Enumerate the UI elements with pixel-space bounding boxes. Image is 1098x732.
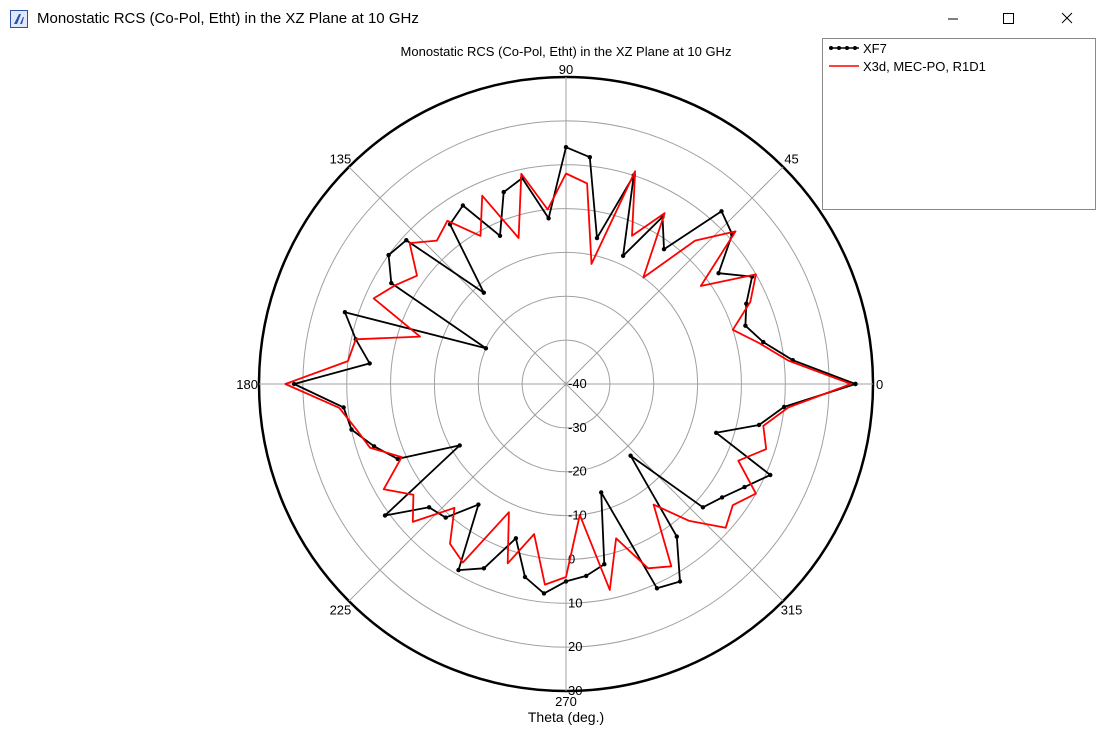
- series-0-point-14: [587, 155, 592, 160]
- close-button[interactable]: [1044, 0, 1090, 38]
- grid-spoke-315: [565, 383, 784, 602]
- series-0-point-38: [443, 515, 448, 520]
- radial-tick-label-7: 30: [568, 683, 582, 698]
- maximize-button[interactable]: [985, 0, 1031, 38]
- angle-tick-label-315: 315: [781, 603, 803, 618]
- series-0-point-27: [342, 310, 348, 315]
- series-0-point-2: [761, 339, 766, 345]
- series-0-point-9: [661, 247, 667, 252]
- series-0-point-59: [781, 404, 787, 410]
- series-0-point-11: [620, 253, 626, 258]
- series-0-point-26: [483, 346, 489, 351]
- legend-item-xf7: XF7: [827, 41, 1087, 57]
- series-0-point-39: [476, 502, 481, 507]
- series-0-point-31: [341, 405, 346, 410]
- series-0-point-6: [716, 271, 721, 276]
- series-0-point-3: [743, 323, 748, 328]
- series-0-point-40: [456, 567, 461, 573]
- series-0-point-18: [501, 189, 506, 195]
- series-0-point-20: [460, 203, 466, 208]
- series-0-point-36: [382, 513, 388, 518]
- series-0-point-41: [481, 566, 487, 571]
- series-0-point-15: [563, 145, 569, 150]
- series-0-point-4: [744, 301, 749, 306]
- series-0-point-49: [654, 586, 660, 591]
- legend-swatch-x3d: [829, 65, 859, 67]
- grid-spoke-45: [565, 166, 784, 385]
- angle-tick-label-135: 135: [330, 151, 352, 166]
- grid-spoke-225: [348, 383, 567, 602]
- x-axis-label: Theta (deg.): [527, 709, 605, 725]
- angle-tick-label-180: 180: [236, 377, 258, 392]
- window-title: Monostatic RCS (Co-Pol, Etht) in the XZ …: [37, 10, 419, 27]
- series-0-point-48: [599, 490, 604, 495]
- minimize-icon: [948, 18, 958, 20]
- series-0-point-47: [602, 562, 607, 567]
- polar-chart: 0 45 90 135 180 225 270 315 -40 -30 -20 -10 0 10 20 30: [236, 62, 883, 709]
- series-0-point-43: [522, 574, 528, 580]
- radial-tick-label-1: -30: [568, 420, 587, 435]
- radial-tick-label-0: -40: [568, 376, 587, 391]
- series-0-point-16: [546, 216, 551, 221]
- title-bar[interactable]: Monostatic RCS (Co-Pol, Etht) in the XZ …: [0, 0, 1098, 38]
- series-0-point-24: [386, 252, 391, 258]
- series-0-point-23: [404, 238, 409, 243]
- plot-area: 0 45 90 135 180 225 270 315 -40 -30 -20 -10 0 10 20 30 …: [0, 38, 1098, 732]
- series-line-0: [293, 146, 856, 595]
- series-0-point-54: [719, 495, 725, 500]
- series-line-1: [284, 170, 852, 591]
- series-0-point-45: [563, 579, 569, 584]
- series-0-point-22: [481, 290, 486, 295]
- series-0-point-55: [742, 484, 747, 490]
- series-0-point-37: [426, 505, 432, 510]
- angle-tick-label-90: 90: [559, 62, 573, 77]
- radial-tick-label-3: -10: [568, 508, 587, 523]
- series-0-point-29: [367, 361, 372, 366]
- series-0-point-19: [497, 233, 503, 238]
- series-0-point-13: [594, 235, 600, 241]
- series-0-point-32: [349, 427, 354, 432]
- chart-title: Monostatic RCS (Co-Pol, Etht) in the XZ …: [400, 44, 732, 59]
- series-0-point-8: [719, 209, 724, 214]
- app-logo-icon: [10, 10, 28, 28]
- series-0-point-53: [700, 505, 706, 510]
- series-0-point-60: [853, 381, 858, 387]
- angle-tick-label-270: 270: [555, 694, 577, 709]
- close-icon: [1061, 12, 1073, 24]
- series-0-point-56: [768, 472, 773, 478]
- series-0-point-52: [628, 453, 633, 458]
- angle-tick-label-45: 45: [784, 151, 798, 166]
- series-0-point-25: [389, 280, 394, 286]
- series-0-point-58: [756, 422, 762, 428]
- legend-label-xf7: XF7: [863, 41, 887, 56]
- radial-tick-label-4: 0: [568, 551, 575, 566]
- legend-label-x3d: X3d, MEC-PO, R1D1: [863, 59, 986, 74]
- minimize-button[interactable]: [930, 0, 976, 38]
- series-0-point-35: [457, 443, 462, 448]
- radial-tick-label-2: -20: [568, 464, 587, 479]
- angle-tick-label-0: 0: [876, 377, 883, 392]
- series-0-point-44: [541, 591, 547, 596]
- series-0-point-33: [371, 444, 377, 449]
- legend-swatch-xf7: [829, 46, 859, 50]
- series-0-point-51: [674, 534, 679, 539]
- series-0-point-42: [513, 536, 519, 541]
- radial-tick-label-5: 10: [568, 595, 582, 610]
- series-0-point-57: [714, 430, 719, 435]
- radial-tick-label-6: 20: [568, 639, 582, 654]
- maximize-icon: [1003, 13, 1014, 24]
- series-0-point-34: [395, 456, 400, 462]
- series-0-point-46: [584, 573, 589, 579]
- legend-item-x3d: X3d, MEC-PO, R1D1: [827, 59, 1087, 75]
- series-0-point-50: [677, 579, 683, 584]
- series-0-point-30: [291, 381, 297, 387]
- angle-tick-label-225: 225: [330, 603, 352, 618]
- legend: XF7 X3d, MEC-PO, R1D1: [822, 38, 1096, 210]
